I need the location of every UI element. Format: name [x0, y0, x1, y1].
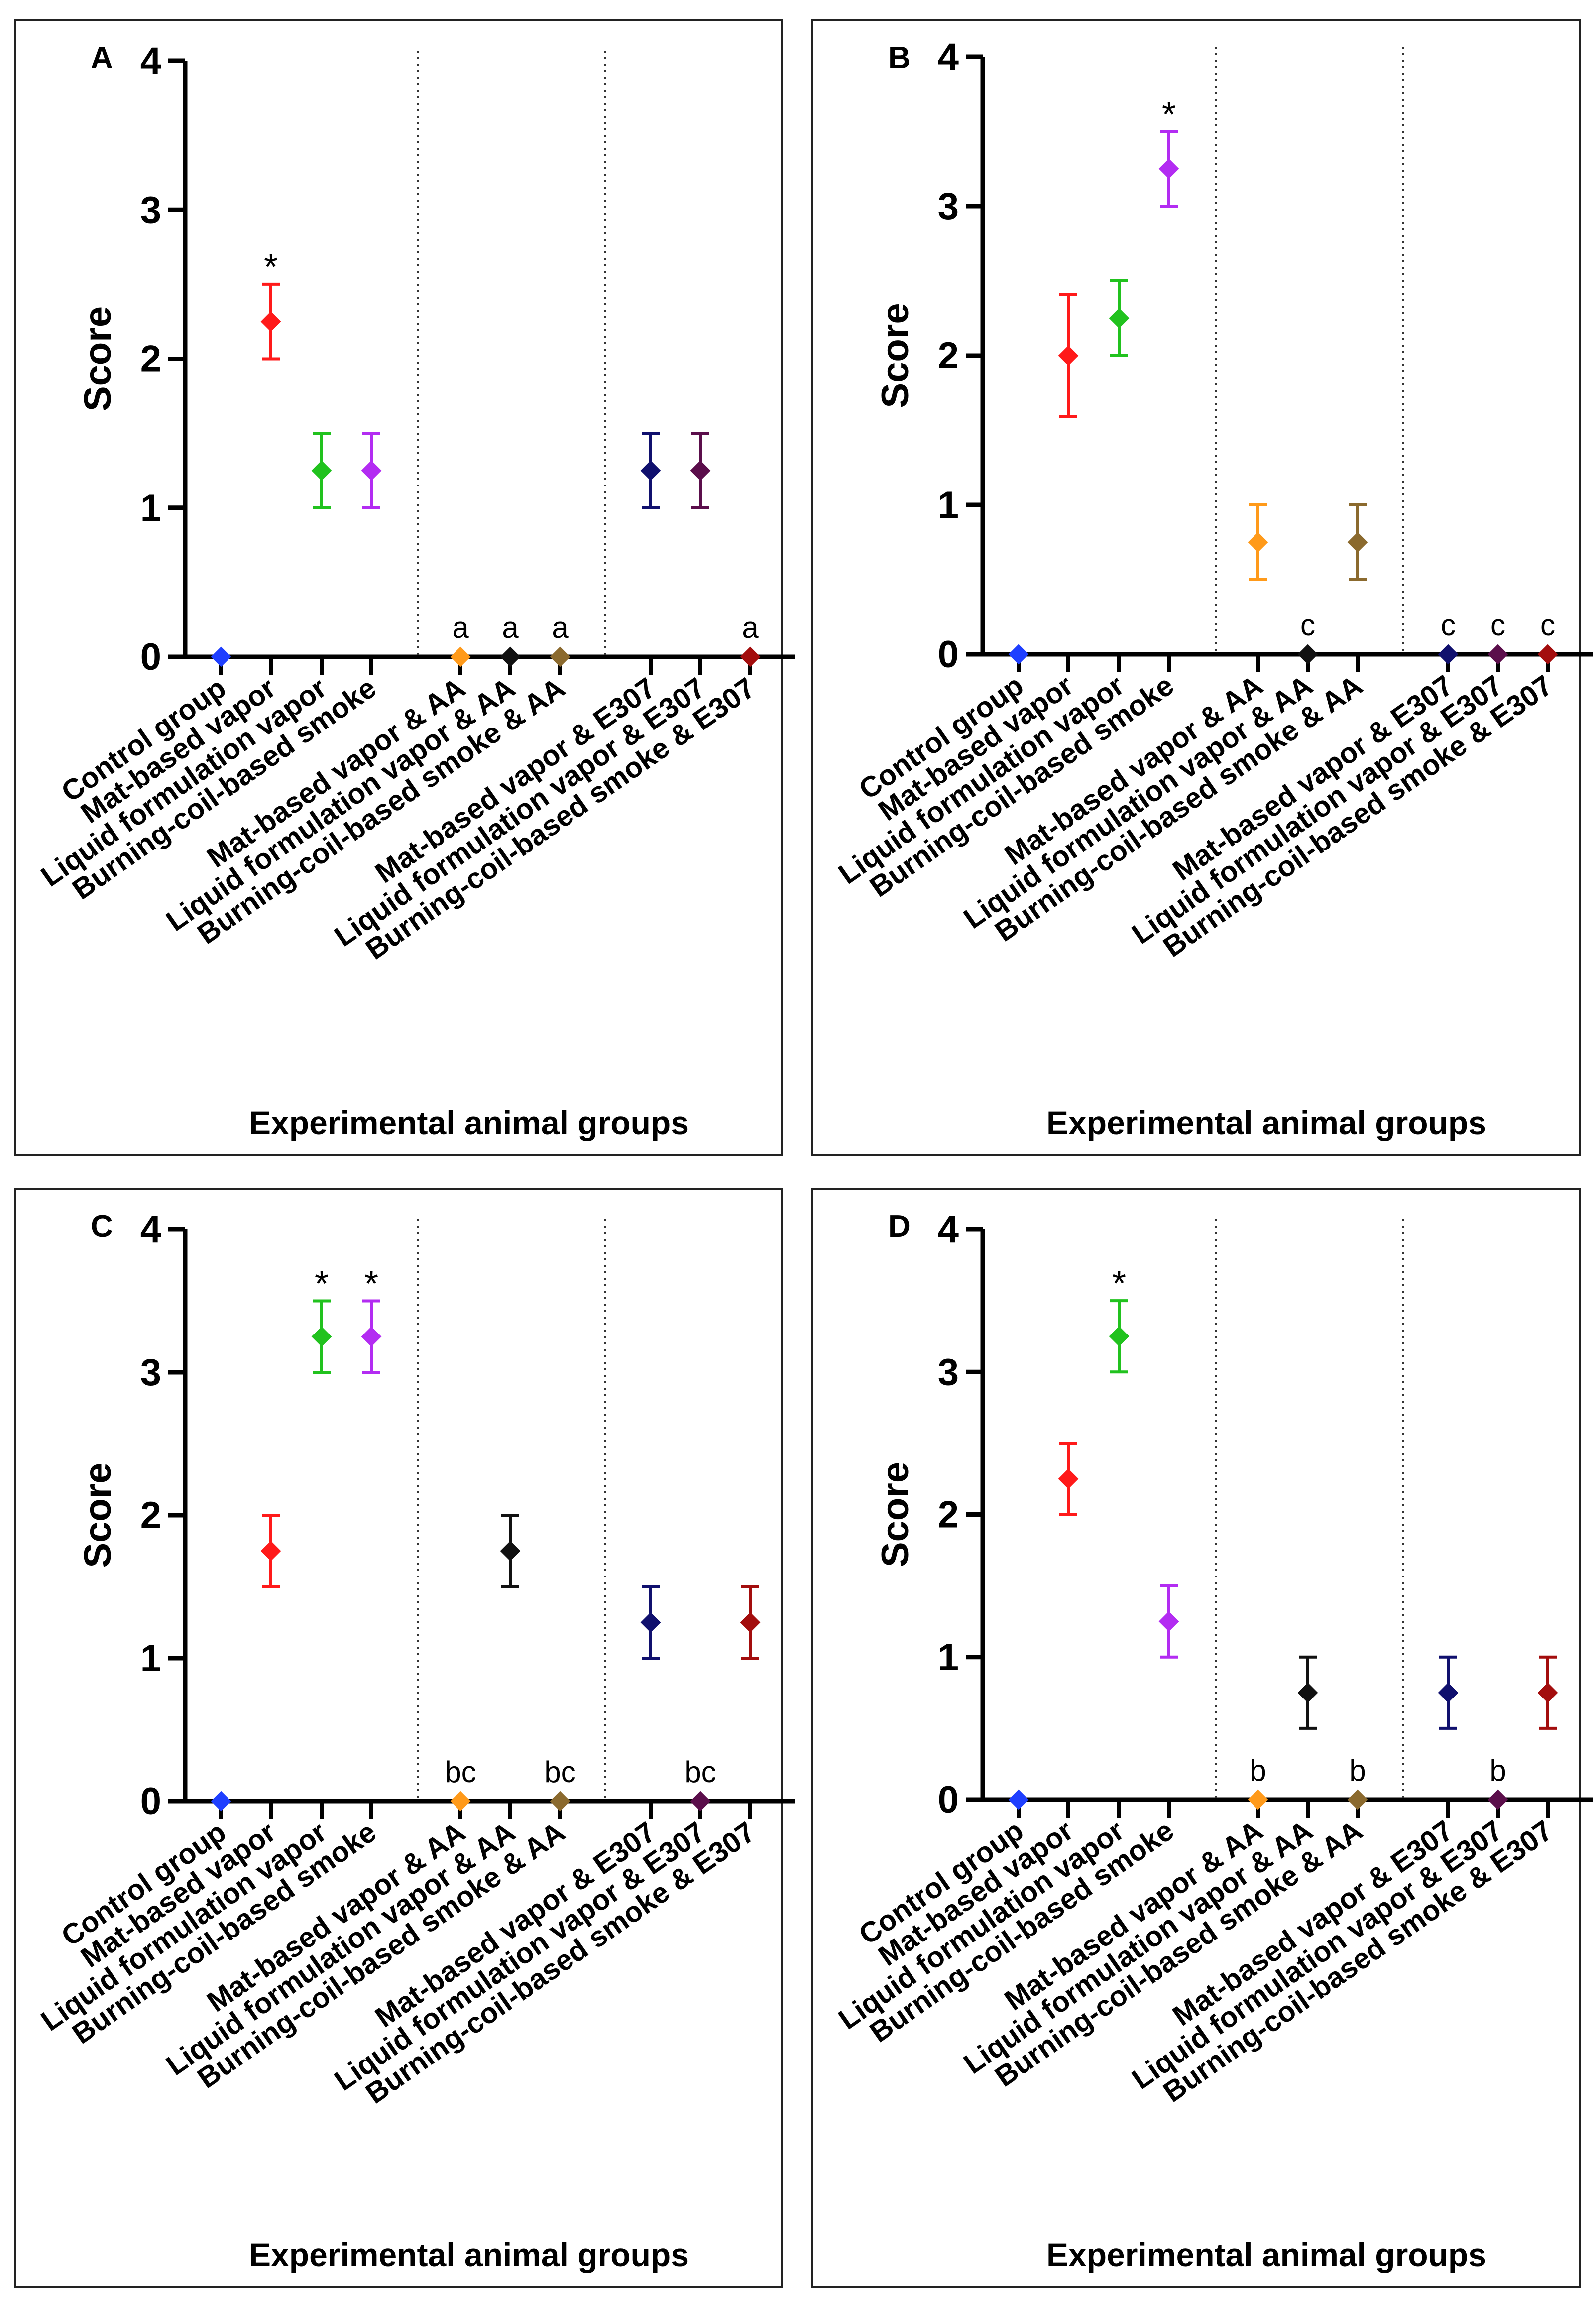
- data-point-marker: [361, 460, 382, 481]
- data-point-marker: [1537, 1682, 1558, 1703]
- chart-panel-a: A 0 1 2 3 4 Score Control group Mat-based vapor L…: [14, 19, 795, 1156]
- data-point-marker: [740, 1612, 761, 1633]
- significance-annotation: *: [264, 247, 278, 287]
- data-point-marker: [1109, 308, 1130, 329]
- x-axis-label: Experimental animal groups: [1046, 1104, 1486, 1141]
- y-tick-label: 4: [938, 1209, 959, 1251]
- significance-annotation: b: [1349, 1754, 1366, 1787]
- y-tick-label: 2: [140, 338, 161, 380]
- y-tick-label: 3: [140, 1351, 161, 1394]
- panel-letter: A: [91, 41, 113, 75]
- significance-annotation: *: [1162, 95, 1176, 134]
- data-point-marker: [1158, 1611, 1179, 1632]
- data-point-marker: [1058, 1468, 1079, 1489]
- chart-panel-c: C 0 1 2 3 4 Score Control group Mat-based vapor L…: [14, 1188, 795, 2288]
- data-point-marker: [690, 460, 711, 481]
- y-tick-label: 4: [938, 36, 959, 78]
- data-point-marker: [1158, 158, 1179, 179]
- data-point-marker: [640, 460, 661, 481]
- data-point-marker: [260, 1541, 281, 1562]
- data-point-marker: [1297, 644, 1318, 665]
- data-point-marker: [450, 1791, 471, 1812]
- significance-annotation: c: [1300, 608, 1315, 642]
- significance-annotation: *: [364, 1264, 378, 1304]
- panel-letter: C: [91, 1210, 113, 1244]
- data-point-marker: [1438, 1682, 1459, 1703]
- data-point-marker: [1109, 1326, 1130, 1347]
- data-point-marker: [311, 1326, 332, 1347]
- y-tick-label: 3: [938, 185, 959, 228]
- data-point-marker: [1248, 532, 1268, 553]
- significance-annotation: bc: [445, 1755, 476, 1789]
- data-point-marker: [500, 646, 521, 667]
- data-point-marker: [550, 1791, 570, 1812]
- y-axis-label: Score: [77, 1462, 119, 1568]
- panel-letter: D: [888, 1210, 911, 1244]
- y-tick-label: 4: [140, 1209, 161, 1251]
- data-point-marker: [1438, 644, 1459, 665]
- y-tick-label: 2: [140, 1494, 161, 1537]
- data-point-marker: [1347, 532, 1368, 553]
- significance-annotation: bc: [684, 1755, 716, 1789]
- significance-annotation: a: [502, 611, 519, 644]
- y-tick-label: 2: [938, 1494, 959, 1536]
- y-axis-label: Score: [874, 303, 916, 408]
- data-point-marker: [1058, 345, 1079, 366]
- y-tick-label: 0: [140, 636, 161, 678]
- data-point-marker: [260, 311, 281, 332]
- y-tick-label: 1: [938, 484, 959, 526]
- data-point-marker: [640, 1612, 661, 1633]
- significance-annotation: b: [1489, 1754, 1506, 1787]
- y-tick-label: 1: [140, 487, 161, 529]
- data-point-marker: [500, 1541, 521, 1562]
- y-tick-label: 3: [140, 189, 161, 231]
- data-point-marker: [211, 646, 231, 667]
- significance-annotation: bc: [544, 1755, 575, 1789]
- significance-annotation: *: [315, 1264, 329, 1304]
- x-axis-label: Experimental animal groups: [249, 1104, 689, 1141]
- x-axis-label: Experimental animal groups: [249, 2236, 689, 2273]
- data-point-marker: [1008, 1789, 1029, 1810]
- data-point-marker: [1487, 644, 1508, 665]
- chart-panel-b: B 0 1 2 3 4 Score Control group Mat-based vapor L…: [811, 19, 1593, 1156]
- y-tick-label: 3: [938, 1351, 959, 1393]
- data-point-marker: [1487, 1789, 1508, 1810]
- data-point-marker: [450, 646, 471, 667]
- significance-annotation: a: [742, 611, 759, 644]
- data-point-marker: [311, 460, 332, 481]
- data-point-marker: [1347, 1789, 1368, 1810]
- y-tick-label: 1: [938, 1636, 959, 1679]
- y-axis-label: Score: [77, 306, 119, 411]
- data-point-marker: [1248, 1789, 1268, 1810]
- significance-annotation: a: [452, 611, 469, 644]
- data-point-marker: [740, 646, 761, 667]
- data-point-marker: [1008, 644, 1029, 665]
- y-axis-label: Score: [874, 1462, 916, 1567]
- data-point-marker: [690, 1791, 711, 1812]
- data-point-marker: [550, 646, 570, 667]
- y-tick-label: 4: [140, 40, 161, 82]
- significance-annotation: a: [552, 611, 569, 644]
- y-tick-label: 2: [938, 335, 959, 377]
- significance-annotation: c: [1490, 608, 1505, 642]
- data-point-marker: [361, 1326, 382, 1347]
- significance-annotation: c: [1441, 608, 1456, 642]
- panel-letter: B: [888, 41, 911, 75]
- significance-annotation: *: [1112, 1264, 1126, 1304]
- x-axis-label: Experimental animal groups: [1046, 2236, 1486, 2273]
- y-tick-label: 0: [140, 1780, 161, 1822]
- y-tick-label: 0: [938, 1779, 959, 1821]
- data-point-marker: [1537, 644, 1558, 665]
- significance-annotation: b: [1250, 1754, 1266, 1787]
- y-tick-label: 0: [938, 633, 959, 676]
- chart-panel-d: D 0 1 2 3 4 Score Control group Mat-based vapor L…: [811, 1188, 1593, 2288]
- significance-annotation: c: [1540, 608, 1555, 642]
- data-point-marker: [211, 1791, 231, 1812]
- data-point-marker: [1297, 1682, 1318, 1703]
- y-tick-label: 1: [140, 1637, 161, 1680]
